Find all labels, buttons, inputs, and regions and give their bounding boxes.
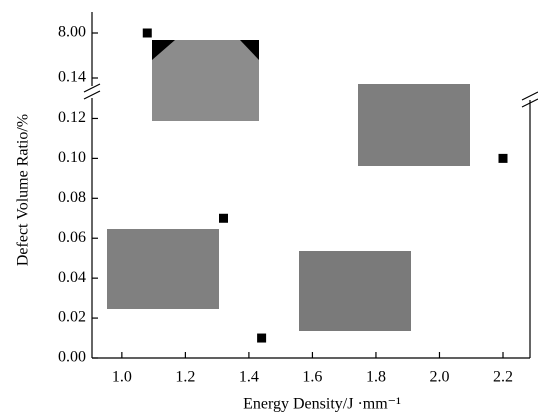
point <box>257 333 267 343</box>
y-axis-label: Defect Volume Ratio/% <box>15 114 32 266</box>
y-tick-label: 0.04 <box>58 269 86 286</box>
y-tick-label: 0.12 <box>58 109 86 126</box>
inset-images <box>107 40 470 331</box>
inset-image <box>152 40 259 121</box>
point <box>142 28 152 38</box>
x-tick-label: 1.8 <box>366 369 386 386</box>
y-tick-label: 0.10 <box>58 149 86 166</box>
inset-image <box>299 251 411 331</box>
y-tick-label: 0.08 <box>58 189 86 206</box>
x-tick-label: 2.2 <box>493 369 513 386</box>
x-tick-label: 1.6 <box>302 369 322 386</box>
y-tick-label: 0.02 <box>58 309 86 326</box>
inset-image <box>107 229 219 309</box>
x-tick-label: 1.0 <box>112 369 132 386</box>
x-axis-label: Energy Density/J ·mm⁻¹ <box>243 396 401 413</box>
x-tick-label: 1.2 <box>175 369 195 386</box>
x-tick-label: 2.0 <box>429 369 449 386</box>
x-tick-label: 1.4 <box>239 369 259 386</box>
y-tick-label: 0.06 <box>58 229 86 246</box>
axis-break <box>521 91 538 108</box>
inset-corner <box>152 40 175 60</box>
axis-break <box>83 83 101 100</box>
y-tick-label: 8.00 <box>58 24 86 41</box>
point <box>218 213 228 223</box>
point <box>498 153 508 163</box>
y-tick-label: 0.00 <box>58 349 86 366</box>
y-tick-label: 0.14 <box>58 69 86 86</box>
inset-corner <box>240 40 259 60</box>
axes <box>83 12 538 359</box>
inset-image <box>358 84 470 166</box>
